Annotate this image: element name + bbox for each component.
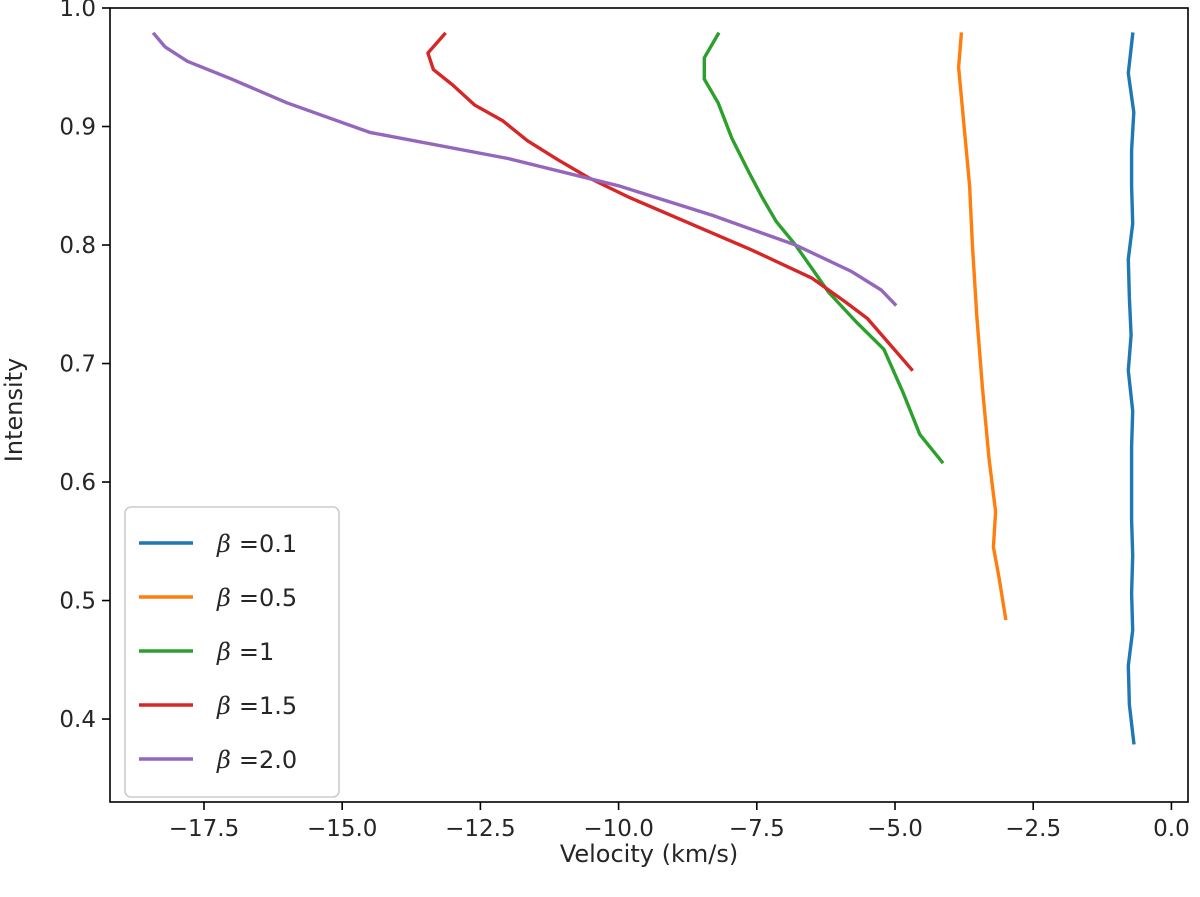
y-tick-label: 0.6 [59,470,96,496]
y-tick-label: 0.9 [59,115,96,141]
series-line-1 [956,32,1008,621]
series-line-2 [702,31,945,465]
legend-value: =0.5 [239,584,297,612]
legend-label-2: β =1 [216,638,274,666]
y-axis-ticks: 0.4 0.5 0.6 0.7 0.8 0.9 1.0 [59,0,110,733]
y-tick-label: 0.7 [59,352,96,378]
y-tick-label: 0.4 [59,707,96,733]
legend-symbol: β [216,638,231,666]
x-tick-label: −7.5 [729,816,785,842]
legend-label-4: β =2.0 [216,746,297,774]
y-tick-label: 0.8 [59,233,96,259]
x-axis-label: Velocity (km/s) [560,840,738,868]
series-layer [151,31,1136,745]
legend-symbol: β [216,746,231,774]
legend-value: =1 [239,638,274,666]
legend-symbol: β [216,584,231,612]
x-tick-label: −5.0 [867,816,923,842]
y-tick-label: 1.0 [59,0,96,22]
plot-frame [109,7,1189,803]
x-tick-label: −12.5 [445,816,515,842]
legend-label-1: β =0.5 [216,584,297,612]
x-tick-label: −15.0 [307,816,377,842]
legend-value: =0.1 [239,530,297,558]
legend-label-0: β =0.1 [216,530,297,558]
y-tick-label: 0.5 [59,589,96,615]
legend-value: =2.0 [239,746,297,774]
x-tick-label: −10.0 [583,816,653,842]
series-line-3 [426,31,914,372]
legend-label-3: β =1.5 [216,692,297,720]
legend-box [124,506,340,798]
legend-value: =1.5 [239,692,297,720]
x-axis-ticks: −17.5 −15.0 −12.5 −10.0 −7.5 −5.0 −2.5 0.0 [169,802,1190,842]
y-axis-label: Intensity [0,358,28,462]
legend: β =0.1 β =0.5 β =1 β =1.5 β =2.0 [124,506,340,798]
series-line-4 [151,31,898,307]
legend-symbol: β [216,692,231,720]
legend-symbol: β [216,530,231,558]
x-tick-label: −2.5 [1005,816,1061,842]
x-tick-label: −17.5 [169,816,239,842]
x-tick-label: 0.0 [1153,816,1190,842]
series-line-0 [1126,32,1136,745]
